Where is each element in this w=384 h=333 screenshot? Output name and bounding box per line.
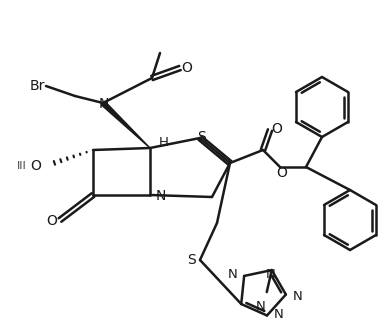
Text: N: N xyxy=(274,308,284,321)
Polygon shape xyxy=(101,101,150,148)
Text: S: S xyxy=(187,253,196,267)
Text: N: N xyxy=(266,268,276,281)
Text: O: O xyxy=(46,214,57,228)
Text: O: O xyxy=(31,159,41,173)
Text: III: III xyxy=(17,161,27,171)
Text: N: N xyxy=(293,290,303,303)
Text: O: O xyxy=(271,122,283,136)
Text: N: N xyxy=(99,97,109,111)
Text: N: N xyxy=(227,268,237,281)
Text: N: N xyxy=(256,300,266,313)
Text: O: O xyxy=(276,166,288,180)
Text: N: N xyxy=(156,189,166,203)
Text: Br: Br xyxy=(30,79,45,93)
Text: S: S xyxy=(197,130,205,144)
Text: H: H xyxy=(159,137,169,150)
Text: O: O xyxy=(182,61,192,75)
